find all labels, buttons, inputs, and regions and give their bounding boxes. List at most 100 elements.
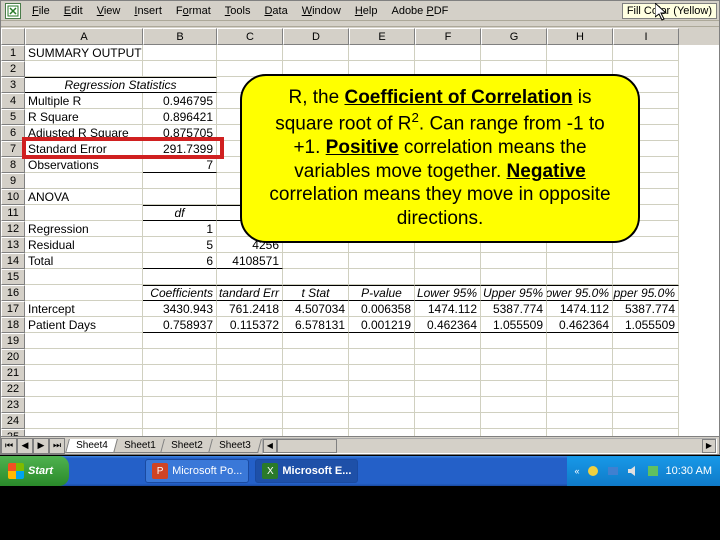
cell-I16[interactable]: pper 95.0% — [613, 285, 679, 301]
cell-C24[interactable] — [217, 413, 283, 429]
col-header-A[interactable]: A — [25, 28, 143, 45]
cell-E15[interactable] — [349, 269, 415, 285]
col-header-G[interactable]: G — [481, 28, 547, 45]
col-header-I[interactable]: I — [613, 28, 679, 45]
row-header-10[interactable]: 10 — [1, 189, 25, 205]
cell-A1[interactable]: SUMMARY OUTPUT — [25, 45, 143, 61]
cell-H19[interactable] — [547, 333, 613, 349]
clock[interactable]: 10:30 AM — [666, 465, 712, 477]
cell-G18[interactable]: 1.055509 — [481, 317, 547, 333]
cell-B10[interactable] — [143, 189, 217, 205]
cell-I15[interactable] — [613, 269, 679, 285]
cell-I25[interactable] — [613, 429, 679, 436]
cell-B7[interactable]: 291.7399 — [143, 141, 217, 157]
menu-format[interactable]: Format — [169, 3, 218, 19]
cell-F22[interactable] — [415, 381, 481, 397]
cell-C18[interactable]: 0.115372 — [217, 317, 283, 333]
tray-icon-2[interactable] — [606, 464, 620, 478]
row-header-7[interactable]: 7 — [1, 141, 25, 157]
scroll-thumb[interactable] — [277, 439, 337, 453]
cell-B20[interactable] — [143, 349, 217, 365]
cell-A3[interactable]: Regression Statistics — [25, 77, 217, 93]
cell-I18[interactable]: 1.055509 — [613, 317, 679, 333]
cell-D1[interactable] — [283, 45, 349, 61]
cell-G23[interactable] — [481, 397, 547, 413]
sheet-tab-sheet1[interactable]: Sheet1 — [113, 439, 166, 453]
cell-A8[interactable]: Observations — [25, 157, 143, 173]
cell-A2[interactable] — [25, 61, 143, 77]
cell-G22[interactable] — [481, 381, 547, 397]
row-header-12[interactable]: 12 — [1, 221, 25, 237]
cell-H21[interactable] — [547, 365, 613, 381]
menu-edit[interactable]: Edit — [57, 3, 90, 19]
menu-data[interactable]: Data — [257, 3, 294, 19]
row-header-20[interactable]: 20 — [1, 349, 25, 365]
cell-H15[interactable] — [547, 269, 613, 285]
cell-H18[interactable]: 0.462364 — [547, 317, 613, 333]
col-header-E[interactable]: E — [349, 28, 415, 45]
cell-D22[interactable] — [283, 381, 349, 397]
cell-A22[interactable] — [25, 381, 143, 397]
cell-D18[interactable]: 6.578131 — [283, 317, 349, 333]
cell-D20[interactable] — [283, 349, 349, 365]
cell-B15[interactable] — [143, 269, 217, 285]
cell-E23[interactable] — [349, 397, 415, 413]
cell-A20[interactable] — [25, 349, 143, 365]
cell-B19[interactable] — [143, 333, 217, 349]
row-header-4[interactable]: 4 — [1, 93, 25, 109]
sheet-tab-sheet2[interactable]: Sheet2 — [161, 439, 214, 453]
cell-B23[interactable] — [143, 397, 217, 413]
cell-B21[interactable] — [143, 365, 217, 381]
cell-H1[interactable] — [547, 45, 613, 61]
cell-B2[interactable] — [143, 61, 217, 77]
cell-F1[interactable] — [415, 45, 481, 61]
menu-file[interactable]: File — [25, 3, 57, 19]
cell-B22[interactable] — [143, 381, 217, 397]
tray-chevron-icon[interactable]: « — [575, 466, 580, 476]
menu-tools[interactable]: Tools — [218, 3, 258, 19]
cell-H17[interactable]: 1474.112 — [547, 301, 613, 317]
cell-B4[interactable]: 0.946795 — [143, 93, 217, 109]
cell-A10[interactable]: ANOVA — [25, 189, 143, 205]
cell-G19[interactable] — [481, 333, 547, 349]
cell-F21[interactable] — [415, 365, 481, 381]
cell-B25[interactable] — [143, 429, 217, 436]
cell-G1[interactable] — [481, 45, 547, 61]
cell-B14[interactable]: 6 — [143, 253, 217, 269]
cell-I22[interactable] — [613, 381, 679, 397]
row-header-19[interactable]: 19 — [1, 333, 25, 349]
cell-D15[interactable] — [283, 269, 349, 285]
start-button[interactable]: Start — [0, 456, 69, 486]
cell-A17[interactable]: Intercept — [25, 301, 143, 317]
cell-C20[interactable] — [217, 349, 283, 365]
row-header-15[interactable]: 15 — [1, 269, 25, 285]
cell-A4[interactable]: Multiple R — [25, 93, 143, 109]
row-header-25[interactable]: 25 — [1, 429, 25, 436]
menu-adobe-pdf[interactable]: Adobe PDF — [384, 3, 455, 19]
row-header-1[interactable]: 1 — [1, 45, 25, 61]
cell-A25[interactable] — [25, 429, 143, 436]
cell-C25[interactable] — [217, 429, 283, 436]
cell-F18[interactable]: 0.462364 — [415, 317, 481, 333]
cell-F25[interactable] — [415, 429, 481, 436]
tray-icon-4[interactable] — [646, 464, 660, 478]
cell-A7[interactable]: Standard Error — [25, 141, 143, 157]
sheet-tab-sheet3[interactable]: Sheet3 — [208, 439, 261, 453]
cell-G17[interactable]: 5387.774 — [481, 301, 547, 317]
cell-I17[interactable]: 5387.774 — [613, 301, 679, 317]
cell-B5[interactable]: 0.896421 — [143, 109, 217, 125]
cell-I24[interactable] — [613, 413, 679, 429]
cell-B18[interactable]: 0.758937 — [143, 317, 217, 333]
row-header-17[interactable]: 17 — [1, 301, 25, 317]
row-header-13[interactable]: 13 — [1, 237, 25, 253]
row-header-14[interactable]: 14 — [1, 253, 25, 269]
menu-view[interactable]: View — [90, 3, 128, 19]
cell-E19[interactable] — [349, 333, 415, 349]
cell-F20[interactable] — [415, 349, 481, 365]
cell-A16[interactable] — [25, 285, 143, 301]
cell-C1[interactable] — [217, 45, 283, 61]
cell-B9[interactable] — [143, 173, 217, 189]
cell-E16[interactable]: P-value — [349, 285, 415, 301]
scroll-right-arrow[interactable]: ▶ — [702, 439, 716, 453]
cell-E22[interactable] — [349, 381, 415, 397]
